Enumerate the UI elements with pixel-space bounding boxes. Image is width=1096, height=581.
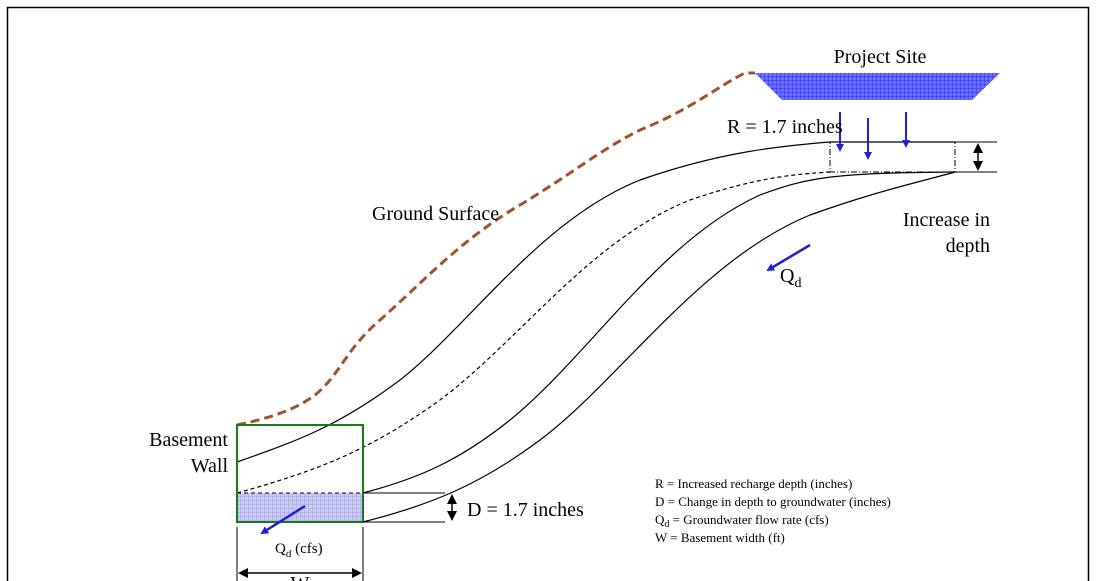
- depth-label: D = 1.7 inches: [467, 499, 584, 521]
- basement-flow-main: Q: [275, 541, 286, 557]
- aquifer-lower: [362, 171, 956, 523]
- basement-flow-sub: d: [286, 548, 292, 560]
- basement-flow-arrow: [260, 504, 306, 535]
- legend: R = Increased recharge depth (inches) D =…: [655, 476, 891, 545]
- legend-item: W = Basement width (ft): [655, 530, 785, 545]
- increase-label: Increase in: [903, 209, 990, 231]
- project-site-area: [755, 73, 1000, 100]
- raised-water-zone: [236, 492, 364, 523]
- legend-item: Qd = Groundwater flow rate (cfs): [655, 512, 829, 530]
- width-label: W: [291, 573, 310, 581]
- basement-flow-unit: (cfs): [291, 541, 322, 557]
- project-site-label: Project Site: [834, 46, 927, 68]
- water-table-upper: [236, 141, 955, 463]
- recharge-label: R = 1.7 inches: [727, 116, 843, 138]
- legend-main: R = Increased recharge depth (inches): [655, 476, 852, 491]
- increase-label: depth: [946, 235, 990, 257]
- legend-rest: = Groundwater flow rate (cfs): [669, 512, 828, 527]
- basement-wall: [236, 424, 364, 523]
- legend-sub: d: [664, 519, 669, 530]
- flow-label: Qd: [780, 265, 801, 291]
- legend-main: D = Change in depth to groundwater (inch…: [655, 494, 891, 509]
- legend-item: R = Increased recharge depth (inches): [655, 476, 852, 491]
- flow-main: Q: [780, 265, 795, 287]
- basement-label: Basement: [149, 429, 228, 451]
- water-table-raised: [236, 171, 831, 494]
- legend-item: D = Change in depth to groundwater (inch…: [655, 494, 891, 509]
- ground-surface-line: [236, 71, 755, 427]
- flow-sub: d: [794, 276, 801, 291]
- basement-flow-label: Qd (cfs): [275, 541, 323, 560]
- ground-surface-label: Ground Surface: [372, 203, 499, 225]
- frame: [6, 6, 1090, 581]
- legend-main: Q: [655, 512, 665, 527]
- basement-label: Wall: [191, 455, 229, 477]
- aquifer-middle: [362, 171, 956, 494]
- recharge-box: [829, 141, 956, 173]
- legend-main: W = Basement width (ft): [655, 530, 785, 545]
- flow-arrow: [766, 243, 811, 272]
